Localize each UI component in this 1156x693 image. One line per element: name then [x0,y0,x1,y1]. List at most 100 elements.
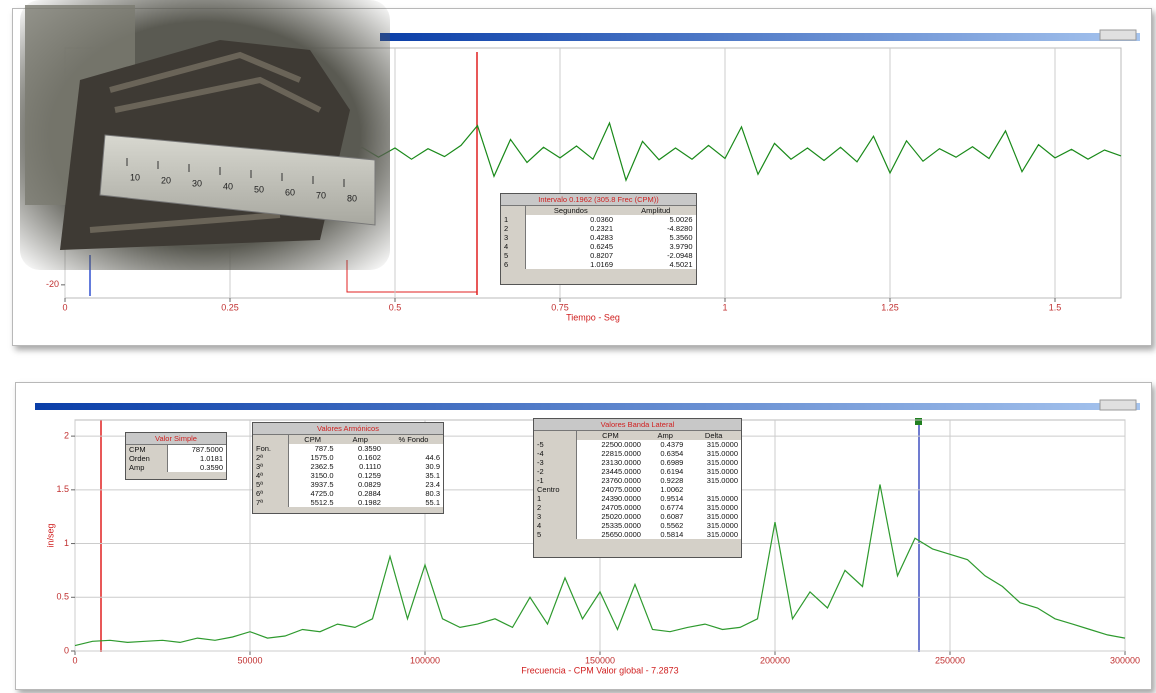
window-buttons[interactable] [1100,400,1136,410]
ruler-label: 10 [130,172,140,182]
table-cell: 315.0000 [686,512,741,521]
ruler-label: 50 [254,184,264,194]
table-cell: 0.6354 [644,449,686,458]
table-cell: 0.0829 [337,480,384,489]
table-cell: 3937.5 [288,480,336,489]
table-cell: 4ª [253,471,288,480]
y-tick-label: 1 [64,538,69,548]
table-cell: 0.1982 [337,498,384,507]
ruler-label: 60 [285,187,295,197]
table-cell: 315.0000 [686,521,741,530]
x-tick-label: 1.5 [1049,302,1062,312]
x-tick-label: 0 [62,302,67,312]
y-tick-label: 1.5 [56,484,69,494]
ruler-label: 30 [192,178,202,188]
table-cell: 1.0181 [168,454,226,463]
table-cell: 25335.0000 [576,521,644,530]
table-cell: 0.6989 [644,458,686,467]
table-cell: 1.0062 [644,485,686,494]
table-body: CPMAmpDelta-522500.00000.4379315.0000-42… [534,431,741,539]
table-cell [686,485,741,494]
table-cell: 3 [501,233,525,242]
title-bar [35,403,1140,410]
window-buttons[interactable] [1100,30,1136,40]
table-cell: 7ª [253,498,288,507]
table-cell: 4 [501,242,525,251]
table-cell: 5ª [253,480,288,489]
y-tick-label: 0.5 [56,592,69,602]
x-tick-label: 1 [722,302,727,312]
table-cell: 30.9 [384,462,443,471]
table-cell: 0.9514 [644,494,686,503]
table-cell: Orden [126,454,168,463]
table-cell: 24075.0000 [576,485,644,494]
y-axis-label: in/seg [45,523,55,547]
table-cell: 0.6194 [644,467,686,476]
header-cell: Amp [644,431,686,440]
x-axis-label: Frecuencia - CPM Valor global - 7.2873 [521,665,678,675]
table-cell: 5 [534,530,576,539]
table-cell: Centro [534,485,576,494]
table-cell: 0.0360 [525,215,616,224]
table-title: Valores Banda Lateral [534,419,741,431]
table-cell: 1 [501,215,525,224]
table-cell: 24705.0000 [576,503,644,512]
ruler-label: 80 [347,193,357,203]
table-row: 40.62453.9790 [501,242,696,251]
table-title: Intervalo 0.1962 (305.8 Frec (CPM)) [501,194,696,206]
table-cell: 315.0000 [686,440,741,449]
table-cell: 35.1 [384,471,443,480]
x-tick-label: 1.25 [881,302,899,312]
table-cell: 3150.0 [288,471,336,480]
y-tick-label: 0 [64,645,69,655]
table-cell: 787.5 [288,444,336,453]
table-cell [384,444,443,453]
table-cell: 0.5814 [644,530,686,539]
header-cell: Amplitud [616,206,695,215]
table-cell: 315.0000 [686,467,741,476]
x-tick-label: 0.25 [221,302,239,312]
table-cell: 23130.0000 [576,458,644,467]
table-cell: 315.0000 [686,476,741,485]
table-row: 10.03605.0026 [501,215,696,224]
x-tick-label: 200000 [760,655,790,665]
table-body: CPM787.5000Orden1.0181Amp0.3590 [126,445,226,472]
table-row: -522500.00000.4379315.0000 [534,440,741,449]
table-row: 61.01694.5021 [501,260,696,269]
table-cell: Amp [126,463,168,472]
table-row: 325020.00000.6087315.0000 [534,512,741,521]
table-cell: -4.8280 [616,224,695,233]
table-cell: 44.6 [384,453,443,462]
table-cell: 22500.0000 [576,440,644,449]
table-cell: 80.3 [384,489,443,498]
header-cell: Segundos [525,206,616,215]
table-cell: 5.3560 [616,233,695,242]
table-cell: 55.1 [384,498,443,507]
table-body: CPMAmp% FondoFon.787.50.35902ª1575.00.16… [253,435,443,507]
x-tick-label: 250000 [935,655,965,665]
table-cell: 23445.0000 [576,467,644,476]
table-row: 6ª4725.00.288480.3 [253,489,443,498]
y-tick-label: 2 [64,430,69,440]
table-row: -123760.00000.9228315.0000 [534,476,741,485]
header-row: CPMAmp% Fondo [253,435,443,444]
x-tick-label: 100000 [410,655,440,665]
table-cell: 5512.5 [288,498,336,507]
ruler-label: 70 [316,190,326,200]
header-cell [253,435,288,444]
table-cell: 315.0000 [686,449,741,458]
table-cell: 0.6087 [644,512,686,521]
header-cell: Amp [337,435,384,444]
table-cell: 6 [501,260,525,269]
cursor-handle[interactable] [915,418,922,425]
table-cell: 1575.0 [288,453,336,462]
table-cell: 315.0000 [686,494,741,503]
